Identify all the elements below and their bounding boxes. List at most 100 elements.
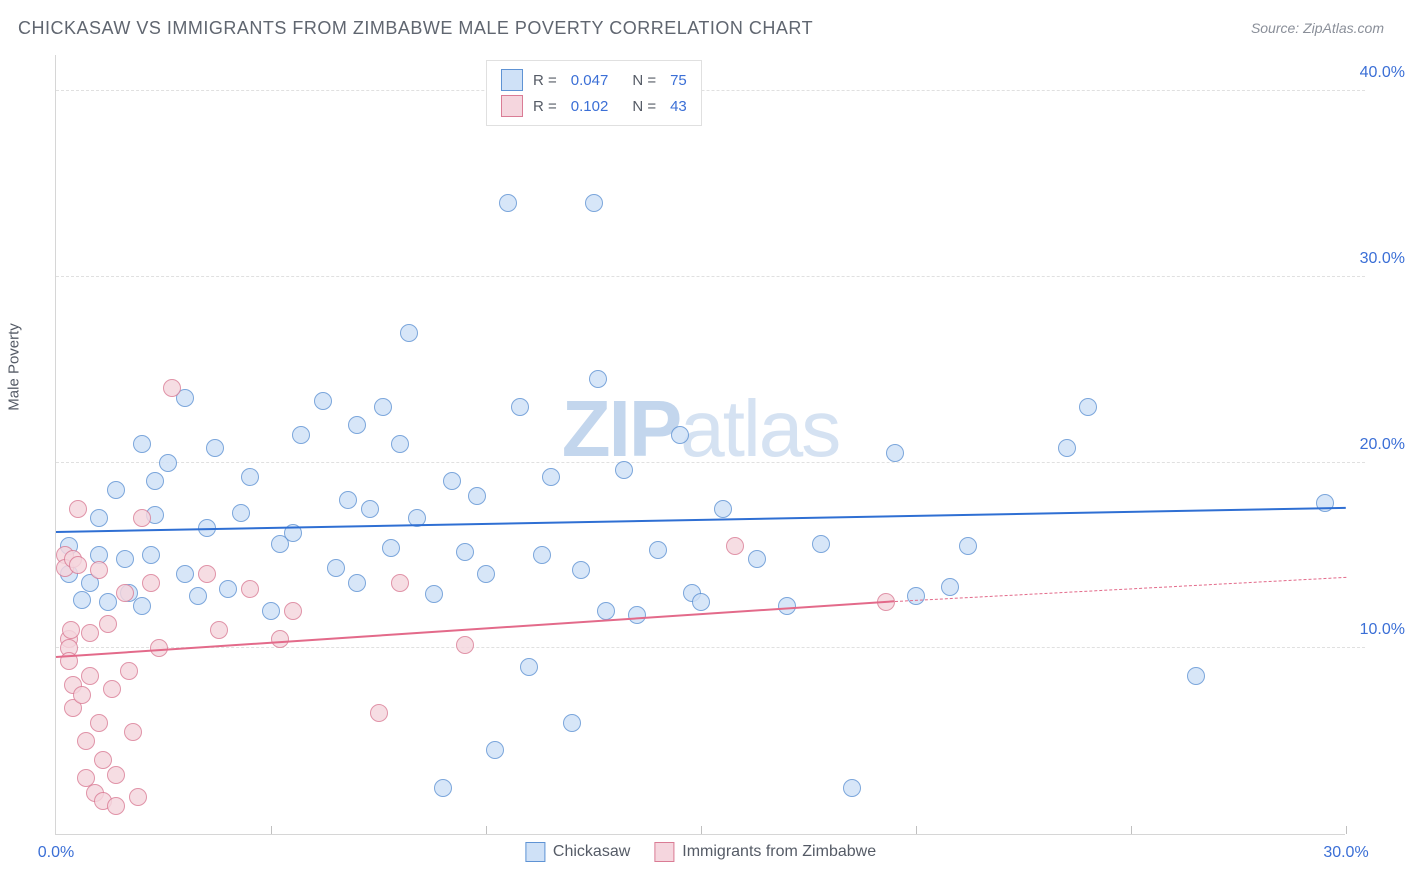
gridline (56, 90, 1365, 91)
data-point (812, 535, 830, 553)
data-point (511, 398, 529, 416)
data-point (292, 426, 310, 444)
data-point (671, 426, 689, 444)
legend-item: Immigrants from Zimbabwe (654, 842, 876, 862)
y-tick-label: 10.0% (1360, 621, 1405, 639)
data-point (339, 491, 357, 509)
data-point (81, 624, 99, 642)
data-point (533, 546, 551, 564)
data-point (81, 667, 99, 685)
plot-area: ZIPatlas 10.0%20.0%30.0%40.0%0.0%30.0%R … (55, 55, 1345, 835)
data-point (189, 587, 207, 605)
data-point (90, 561, 108, 579)
data-point (585, 194, 603, 212)
data-point (90, 509, 108, 527)
x-tick-label: 30.0% (1323, 844, 1368, 862)
data-point (520, 658, 538, 676)
legend-r-value: 0.047 (571, 72, 609, 89)
data-point (99, 593, 117, 611)
data-point (142, 574, 160, 592)
data-point (73, 591, 91, 609)
data-point (778, 597, 796, 615)
legend-r-value: 0.102 (571, 98, 609, 115)
data-point (107, 481, 125, 499)
data-point (370, 704, 388, 722)
data-point (425, 585, 443, 603)
data-point (120, 662, 138, 680)
watermark-bold: ZIP (562, 384, 680, 473)
data-point (232, 504, 250, 522)
data-point (284, 602, 302, 620)
data-point (73, 686, 91, 704)
data-point (714, 500, 732, 518)
series-legend: Chickasaw Immigrants from Zimbabwe (525, 842, 876, 862)
data-point (748, 550, 766, 568)
correlation-legend: R =0.047N =75R =0.102N =43 (486, 60, 702, 126)
trend-line (894, 577, 1346, 602)
data-point (886, 444, 904, 462)
x-tick (1346, 826, 1347, 834)
y-axis-label: Male Poverty (6, 323, 23, 411)
data-point (99, 615, 117, 633)
x-tick (271, 826, 272, 834)
data-point (374, 398, 392, 416)
data-point (129, 788, 147, 806)
data-point (133, 597, 151, 615)
legend-label: Chickasaw (553, 843, 630, 861)
legend-swatch (525, 842, 545, 862)
data-point (468, 487, 486, 505)
data-point (692, 593, 710, 611)
data-point (400, 324, 418, 342)
data-point (348, 416, 366, 434)
legend-r-label: R = (533, 98, 557, 115)
data-point (348, 574, 366, 592)
data-point (90, 714, 108, 732)
data-point (649, 541, 667, 559)
data-point (146, 472, 164, 490)
data-point (159, 454, 177, 472)
data-point (142, 546, 160, 564)
trend-line (56, 600, 895, 658)
data-point (163, 379, 181, 397)
data-point (1058, 439, 1076, 457)
data-point (77, 732, 95, 750)
data-point (271, 630, 289, 648)
legend-n-value: 75 (670, 72, 687, 89)
gridline (56, 647, 1365, 648)
data-point (542, 468, 560, 486)
data-point (210, 621, 228, 639)
data-point (1316, 494, 1334, 512)
x-tick (1131, 826, 1132, 834)
legend-row: R =0.102N =43 (501, 93, 687, 119)
y-tick-label: 30.0% (1360, 250, 1405, 268)
legend-n-label: N = (632, 72, 656, 89)
y-tick-label: 40.0% (1360, 64, 1405, 82)
data-point (103, 680, 121, 698)
data-point (198, 565, 216, 583)
data-point (572, 561, 590, 579)
data-point (241, 580, 259, 598)
data-point (327, 559, 345, 577)
data-point (62, 621, 80, 639)
data-point (107, 766, 125, 784)
data-point (477, 565, 495, 583)
data-point (314, 392, 332, 410)
gridline (56, 276, 1365, 277)
legend-r-label: R = (533, 72, 557, 89)
data-point (628, 606, 646, 624)
data-point (124, 723, 142, 741)
data-point (361, 500, 379, 518)
gridline (56, 462, 1365, 463)
chart-title: CHICKASAW VS IMMIGRANTS FROM ZIMBABWE MA… (18, 18, 813, 39)
x-tick (701, 826, 702, 834)
legend-row: R = 0.047 N = 75 (501, 67, 687, 93)
x-tick (916, 826, 917, 834)
data-point (589, 370, 607, 388)
data-point (456, 636, 474, 654)
data-point (69, 500, 87, 518)
data-point (219, 580, 237, 598)
data-point (69, 556, 87, 574)
data-point (843, 779, 861, 797)
legend-swatch (501, 95, 523, 117)
data-point (133, 435, 151, 453)
